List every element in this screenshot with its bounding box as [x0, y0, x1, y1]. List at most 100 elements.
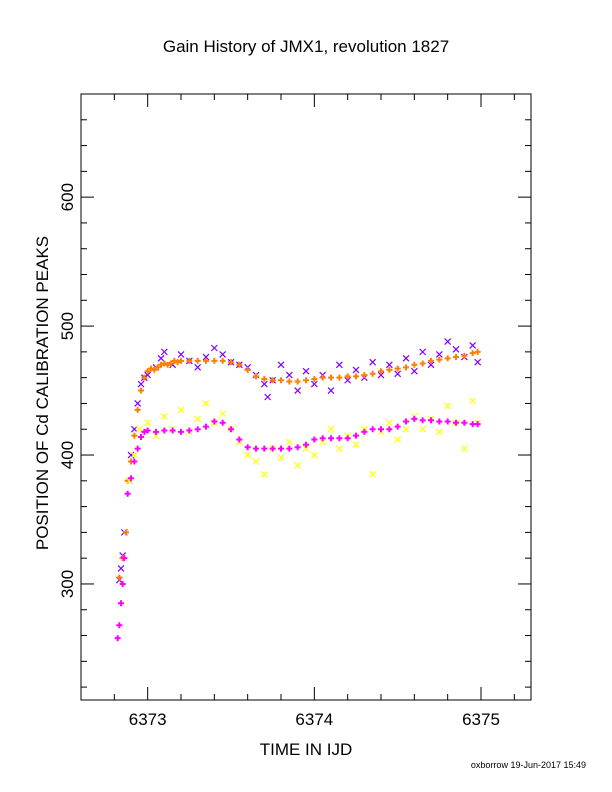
data-point: [186, 357, 193, 364]
y-tick-label: 600: [58, 183, 77, 211]
data-point: [153, 428, 159, 435]
data-point: [402, 425, 410, 433]
data-point: [286, 378, 293, 385]
data-point: [116, 574, 123, 581]
data-point: [302, 445, 310, 452]
data-point: [411, 361, 418, 368]
data-point: [137, 380, 145, 388]
data-point: [203, 357, 209, 364]
data-point: [194, 357, 201, 364]
data-point: [119, 580, 126, 587]
data-point: [177, 406, 185, 414]
data-point: [361, 428, 368, 435]
data-point: [128, 475, 134, 482]
data-point: [134, 406, 141, 413]
data-point: [277, 361, 285, 369]
data-point: [130, 425, 138, 433]
data-point: [260, 470, 268, 478]
data-point: [264, 393, 272, 401]
data-point: [131, 458, 138, 465]
data-point: [369, 370, 376, 377]
data-point: [253, 373, 259, 380]
data-point: [253, 445, 259, 452]
data-point: [141, 374, 148, 381]
data-point: [236, 436, 243, 443]
data-point: [352, 441, 360, 449]
footer-credit: oxborrow 19-Jun-2017 15:49: [471, 760, 586, 770]
data-point: [168, 360, 174, 367]
data-point: [461, 419, 468, 426]
x-tick-label: 6374: [295, 710, 333, 729]
data-point: [344, 376, 352, 384]
data-point: [194, 415, 202, 423]
data-point: [469, 342, 477, 349]
data-point: [228, 359, 234, 366]
data-point: [344, 373, 351, 380]
data-point: [144, 419, 152, 427]
data-point: [361, 372, 368, 379]
data-point: [219, 419, 226, 426]
data-point: [319, 438, 327, 446]
data-point: [435, 351, 443, 358]
data-point: [335, 445, 343, 452]
data-point: [302, 367, 310, 375]
plot-frame: [80, 93, 532, 701]
data-point: [394, 370, 402, 378]
data-point: [327, 425, 335, 433]
data-point: [353, 373, 359, 380]
data-point: [294, 378, 301, 385]
data-point: [160, 412, 168, 420]
data-point: [144, 368, 151, 375]
data-point: [294, 387, 302, 394]
data-point: [344, 435, 351, 442]
data-point: [121, 555, 128, 562]
data-point: [285, 371, 293, 379]
data-point: [474, 421, 481, 428]
data-point: [419, 425, 427, 433]
y-tick-label: 300: [58, 570, 77, 598]
data-point: [123, 529, 129, 536]
data-point: [211, 418, 218, 425]
data-point: [435, 428, 443, 436]
data-point: [278, 377, 284, 384]
data-point: [211, 357, 218, 364]
data-point: [228, 426, 234, 433]
data-point: [453, 419, 459, 426]
data-point: [138, 433, 144, 440]
series-2: [125, 397, 482, 485]
data-point: [411, 415, 418, 422]
data-point: [403, 364, 409, 371]
data-point: [428, 417, 434, 424]
data-point: [203, 423, 209, 430]
data-point: [444, 338, 452, 345]
data-point: [469, 397, 477, 405]
data-point: [236, 361, 243, 368]
data-point: [138, 387, 144, 394]
data-point: [377, 371, 385, 379]
data-point: [386, 366, 393, 373]
data-point: [177, 351, 185, 358]
data-point: [152, 432, 160, 440]
data-point: [394, 423, 401, 430]
data-point: [444, 355, 451, 362]
data-point: [474, 348, 481, 355]
data-point: [294, 461, 302, 469]
data-point: [194, 426, 201, 433]
data-point: [474, 358, 482, 366]
data-point: [169, 427, 176, 434]
data-point: [460, 445, 468, 452]
data-point: [194, 363, 202, 371]
data-point: [219, 410, 227, 418]
y-tick-label: 500: [58, 312, 77, 340]
data-point: [114, 635, 121, 642]
data-point: [419, 348, 427, 356]
data-point: [352, 366, 360, 374]
data-point: [336, 374, 343, 381]
data-point: [219, 351, 227, 358]
y-tick-label: 400: [58, 441, 77, 469]
data-point: [174, 359, 181, 366]
data-point: [403, 418, 409, 425]
data-point: [419, 360, 426, 367]
data-point: [311, 375, 318, 382]
